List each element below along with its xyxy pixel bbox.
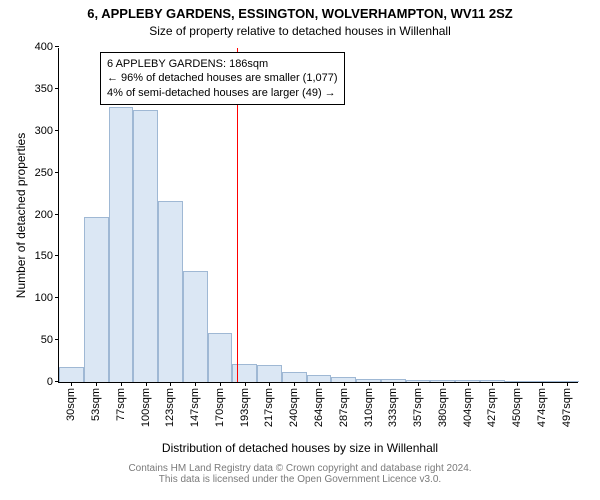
y-tick-label: 300 [35, 125, 59, 137]
x-axis-label: Distribution of detached houses by size … [0, 441, 600, 455]
x-tick-mark [195, 382, 196, 386]
x-tick-label: 240sqm [288, 382, 300, 427]
y-tick-mark [55, 88, 59, 89]
x-tick-mark [294, 382, 295, 386]
y-tick-label: 350 [35, 83, 59, 95]
histogram-bar [307, 375, 332, 382]
histogram-bar [59, 367, 84, 382]
x-tick-label: 380sqm [437, 382, 449, 427]
y-tick-label: 250 [35, 167, 59, 179]
x-tick-mark [443, 382, 444, 386]
x-tick-mark [71, 382, 72, 386]
x-tick-label: 287sqm [338, 382, 350, 427]
x-tick-mark [344, 382, 345, 386]
y-tick-label: 200 [35, 209, 59, 221]
histogram-bar [282, 372, 307, 382]
x-tick-mark [245, 382, 246, 386]
histogram-bar [109, 107, 134, 382]
x-tick-label: 357sqm [412, 382, 424, 427]
histogram-bar [208, 333, 233, 382]
x-tick-label: 100sqm [140, 382, 152, 427]
histogram-bar [183, 271, 208, 382]
x-tick-mark [517, 382, 518, 386]
y-tick-label: 150 [35, 250, 59, 262]
x-tick-label: 30sqm [65, 382, 77, 421]
y-axis-label: Number of detached properties [14, 48, 28, 383]
x-tick-mark [393, 382, 394, 386]
chart-title: 6, APPLEBY GARDENS, ESSINGTON, WOLVERHAM… [0, 6, 600, 21]
y-tick-mark [55, 172, 59, 173]
callout-line-3: 4% of semi-detached houses are larger (4… [107, 86, 338, 100]
x-tick-label: 497sqm [561, 382, 573, 427]
x-tick-label: 147sqm [189, 382, 201, 427]
x-tick-label: 310sqm [363, 382, 375, 427]
x-tick-mark [170, 382, 171, 386]
histogram-bar [257, 365, 282, 382]
x-tick-label: 217sqm [263, 382, 275, 427]
histogram-bar [84, 217, 109, 382]
x-tick-mark [542, 382, 543, 386]
histogram-bar [133, 110, 158, 382]
x-tick-mark [319, 382, 320, 386]
x-tick-label: 53sqm [90, 382, 102, 421]
x-tick-mark [146, 382, 147, 386]
y-tick-mark [55, 130, 59, 131]
x-tick-label: 77sqm [115, 382, 127, 421]
x-tick-mark [567, 382, 568, 386]
x-tick-mark [369, 382, 370, 386]
y-tick-label: 400 [35, 41, 59, 53]
x-tick-label: 404sqm [462, 382, 474, 427]
x-tick-label: 264sqm [313, 382, 325, 427]
y-tick-label: 0 [47, 376, 59, 388]
x-tick-mark [96, 382, 97, 386]
x-tick-label: 123sqm [164, 382, 176, 427]
y-tick-mark [55, 297, 59, 298]
y-tick-mark [55, 255, 59, 256]
x-tick-label: 193sqm [239, 382, 251, 427]
y-tick-mark [55, 339, 59, 340]
x-tick-mark [269, 382, 270, 386]
x-tick-mark [220, 382, 221, 386]
x-tick-label: 450sqm [511, 382, 523, 427]
marker-callout: 6 APPLEBY GARDENS: 186sqm ← 96% of detac… [100, 52, 345, 105]
histogram-bar [158, 201, 183, 382]
x-tick-mark [468, 382, 469, 386]
x-tick-mark [492, 382, 493, 386]
y-tick-label: 50 [41, 334, 59, 346]
callout-line-2: ← 96% of detached houses are smaller (1,… [107, 71, 338, 85]
x-tick-label: 474sqm [536, 382, 548, 427]
x-tick-mark [418, 382, 419, 386]
y-tick-mark [55, 214, 59, 215]
y-tick-mark [55, 46, 59, 47]
y-tick-label: 100 [35, 292, 59, 304]
x-tick-mark [121, 382, 122, 386]
x-tick-label: 170sqm [214, 382, 226, 427]
x-tick-label: 427sqm [486, 382, 498, 427]
chart-subtitle: Size of property relative to detached ho… [0, 24, 600, 38]
attribution-text: Contains HM Land Registry data © Crown c… [0, 463, 600, 485]
x-tick-label: 333sqm [387, 382, 399, 427]
callout-line-1: 6 APPLEBY GARDENS: 186sqm [107, 57, 338, 71]
chart-container: { "title": "6, APPLEBY GARDENS, ESSINGTO… [0, 0, 600, 500]
